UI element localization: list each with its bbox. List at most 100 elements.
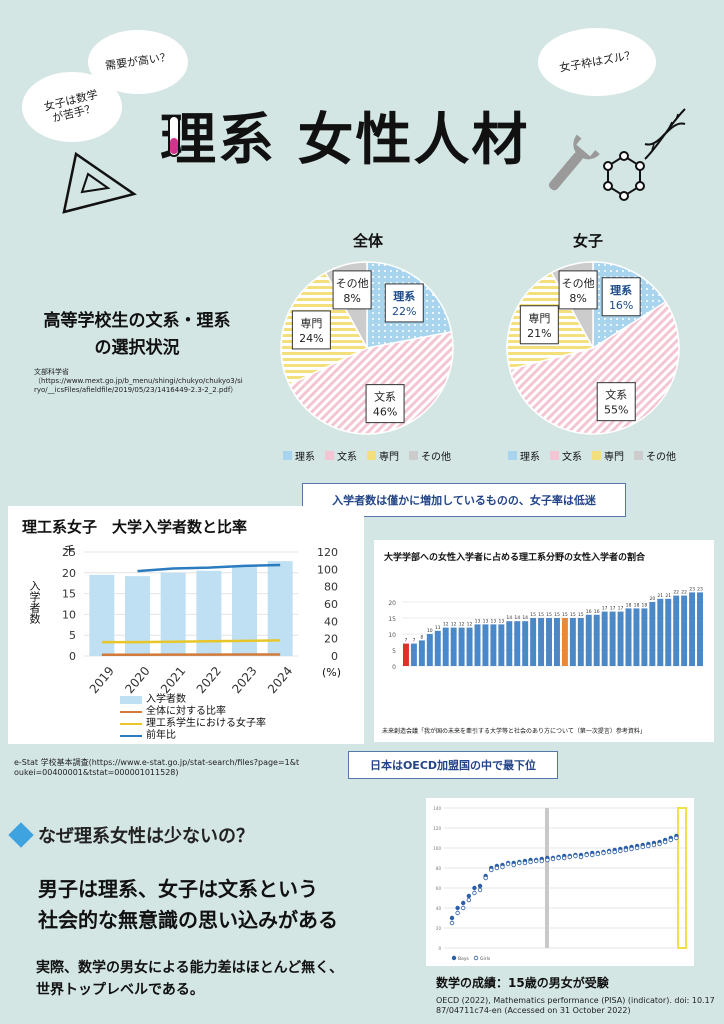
x-tick-label: 2020	[122, 664, 152, 696]
pie-legend-item: 文系	[550, 448, 582, 463]
y2-tick-label: 0	[331, 650, 338, 663]
pie-chart-all: 理系 22% 文系 46% 専門 24% その他 8%	[280, 261, 454, 435]
oecd-bar	[474, 624, 481, 666]
oecd-bar-label: 18	[634, 602, 640, 608]
pisa-point-Girls	[489, 867, 494, 873]
legend-label: 文系	[337, 452, 357, 463]
pie-slice-文系	[508, 300, 680, 435]
pisa-point-Girls	[528, 859, 533, 865]
oecd-bar	[466, 627, 473, 666]
pie-label-value: 46%	[373, 406, 397, 419]
pisa-point-Girls	[561, 855, 567, 861]
y-tick-label: 10	[388, 632, 396, 639]
oecd-bar-label: 17	[618, 606, 624, 612]
oecd-bar	[418, 640, 425, 666]
oecd-bar-label: 13	[475, 618, 481, 624]
y-tick-label: 60	[436, 886, 442, 891]
pie-label-name: 文系	[605, 388, 627, 402]
molecule-icon	[603, 151, 645, 201]
oecd-bar-label: 21	[657, 593, 663, 599]
enrollment-legend-item: 全体に対する比率	[120, 706, 266, 718]
oecd-bar-label: 8	[420, 634, 423, 640]
pie-label-box	[519, 305, 559, 345]
oecd-bar	[585, 614, 592, 666]
bar-2022	[196, 570, 222, 656]
y-tick-label: 80	[436, 866, 442, 871]
pie-label-name: 理系	[610, 283, 632, 297]
pisa-legend-label: Girls	[480, 956, 491, 962]
pisa-point-Boys	[461, 900, 466, 906]
oecd-bar-label: 22	[673, 590, 679, 596]
oecd-bar-label: 17	[602, 606, 608, 612]
oecd-bar	[506, 621, 513, 666]
enrollment-legend-item: 前年比	[120, 730, 266, 742]
pisa-point-Girls	[461, 905, 466, 911]
y-tick-label: 15	[62, 588, 76, 601]
oecd-bar	[673, 595, 680, 666]
oecd-bar	[697, 592, 703, 666]
oecd-bar-label: 15	[554, 612, 560, 618]
oecd-bar-label: 14	[514, 615, 520, 621]
oecd-bar	[609, 611, 616, 666]
oecd-bar-label: 15	[570, 612, 576, 618]
legend-label: 専門	[379, 452, 399, 463]
oecd-bar-label: 13	[483, 618, 489, 624]
pisa-point-Girls	[651, 842, 657, 848]
pisa-point-Girls	[539, 858, 544, 864]
legend-label: 文系	[562, 452, 582, 463]
y-tick-label: 140	[433, 806, 441, 811]
enrollment-y2-unit: (%)	[322, 666, 342, 679]
legend-label: 理工系学生における女子率	[146, 718, 266, 729]
oecd-bar-label: 7	[412, 638, 415, 644]
oecd-bar	[554, 618, 560, 666]
legend-label: その他	[646, 452, 676, 463]
pie-label-box	[601, 277, 641, 317]
pisa-point-Girls	[494, 865, 500, 871]
pisa-point-Girls	[584, 852, 589, 858]
x-tick-label: 2019	[87, 664, 117, 696]
why-sub-message: 実際、数学の男女による能力差はほとんど無く、 世界トップレベルである。	[36, 960, 344, 998]
why-heading: なぜ理系女性は少ないの？	[38, 826, 254, 847]
oecd-panel-title: 大学学部への女性入学者に占める理工系分野の女性入学者の割合	[384, 553, 646, 563]
pie-legend-item: 専門	[367, 448, 399, 463]
oecd-bar-label: 14	[506, 615, 512, 621]
pisa-chart: 0 20 40 60 80 100 120 140 Boys Girls	[433, 806, 688, 962]
x-tick-label: 2024	[265, 664, 295, 696]
pie-legend-item: その他	[409, 448, 451, 463]
enrollment-legend-item: 入学者数	[120, 694, 266, 706]
pie-section-heading: 高等学校生の文系・理系 の選択状況	[43, 311, 231, 359]
oecd-bar-label: 14	[522, 615, 528, 621]
legend-swatch	[592, 451, 601, 460]
pie-slice-文系	[288, 331, 454, 435]
pie-label-value: 16%	[609, 299, 633, 312]
oecd-bar	[522, 621, 529, 666]
pisa-point-Girls	[477, 887, 483, 893]
pisa-legend-marker	[451, 955, 457, 961]
y-tick-label: 0	[438, 946, 441, 951]
pisa-point-Girls	[618, 848, 623, 854]
pisa-point-Girls	[601, 850, 606, 856]
pie-title-female: 女子	[572, 232, 603, 250]
y-tick-label: 15	[388, 616, 396, 623]
legend-label: 前年比	[146, 730, 176, 741]
oecd-bar	[498, 624, 505, 666]
y-tick-label: 0	[392, 664, 396, 671]
bubble-quota: 女子枠はズル？	[538, 28, 656, 96]
y2-tick-label: 40	[324, 615, 338, 628]
pie-title-all: 全体	[352, 232, 383, 250]
legend-swatch	[508, 451, 517, 460]
oecd-bar	[577, 618, 584, 666]
highlight-column	[544, 808, 549, 948]
pie-chart-female: 理系 16% 文系 55% 専門 21% その他 8%	[506, 261, 680, 435]
oecd-bar	[617, 611, 624, 666]
oecd-bar	[649, 602, 656, 666]
enrollment-panel: 理工系女子 大学入学者数と比率 千 入学者数 (%) 0 5 10 15 20 25 0 20…	[8, 506, 364, 744]
oecd-bar-label: 17	[610, 606, 616, 612]
y-tick-label: 5	[392, 648, 396, 655]
pisa-point-Girls	[522, 860, 528, 866]
enrollment-y-unit: 千	[64, 544, 75, 557]
pie-label-value: 21%	[527, 327, 551, 340]
pie-label-box	[384, 283, 424, 323]
oecd-bar-label: 12	[443, 622, 449, 628]
enrollment-legend-item: 理工系学生における女子率	[120, 718, 266, 730]
